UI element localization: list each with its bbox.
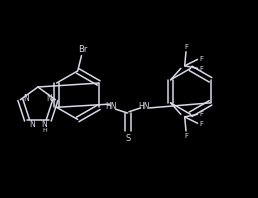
Text: F: F <box>199 111 203 117</box>
Text: N: N <box>46 94 52 103</box>
Text: S: S <box>125 134 130 143</box>
Text: N: N <box>41 120 47 129</box>
Text: HN: HN <box>105 102 117 111</box>
Text: Br: Br <box>78 45 87 54</box>
Text: F: F <box>184 133 188 139</box>
Text: N: N <box>23 94 29 103</box>
Text: H: H <box>43 129 47 133</box>
Text: F: F <box>199 66 203 72</box>
Text: F: F <box>184 44 188 50</box>
Text: HN: HN <box>139 102 150 111</box>
Text: F: F <box>199 121 203 127</box>
Text: F: F <box>199 56 203 62</box>
Text: N: N <box>29 120 35 129</box>
